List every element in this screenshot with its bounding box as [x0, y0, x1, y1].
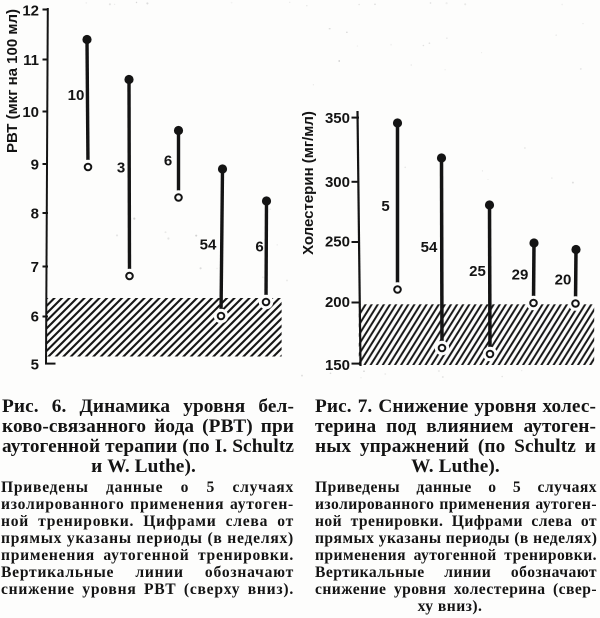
svg-text:8: 8 [31, 205, 39, 222]
svg-text:29: 29 [512, 267, 529, 284]
svg-text:7: 7 [31, 259, 39, 276]
svg-text:200: 200 [325, 294, 350, 311]
svg-text:54: 54 [200, 236, 217, 253]
svg-text:54: 54 [421, 239, 438, 256]
svg-text:РВТ (мкг на 100 мл): РВТ (мкг на 100 мл) [4, 9, 21, 153]
svg-text:6: 6 [164, 152, 172, 169]
svg-text:6: 6 [31, 308, 39, 325]
svg-text:5: 5 [381, 198, 389, 215]
svg-text:20: 20 [555, 272, 572, 289]
svg-text:350: 350 [325, 110, 350, 127]
svg-text:10: 10 [68, 87, 85, 104]
svg-text:25: 25 [469, 263, 486, 280]
svg-text:Холестерин (мг/мл): Холестерин (мг/мл) [300, 111, 317, 255]
svg-text:300: 300 [325, 174, 350, 191]
svg-text:150: 150 [325, 357, 350, 374]
svg-text:9: 9 [31, 156, 39, 173]
svg-text:3: 3 [117, 159, 125, 176]
svg-text:250: 250 [325, 233, 350, 250]
svg-text:5: 5 [31, 356, 39, 373]
svg-text:12: 12 [22, 2, 39, 19]
svg-text:11: 11 [23, 52, 39, 69]
svg-text:6: 6 [255, 238, 263, 255]
svg-text:10: 10 [22, 104, 39, 121]
